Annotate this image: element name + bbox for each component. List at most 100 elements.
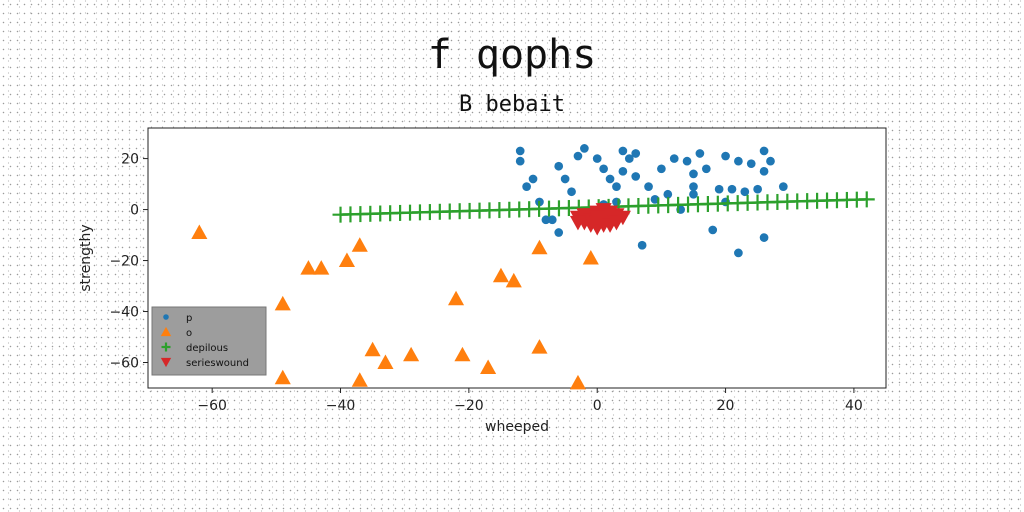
- data-point: [657, 164, 666, 174]
- data-point: [528, 174, 538, 184]
- data-point: [759, 233, 769, 242]
- series-2: [191, 224, 599, 390]
- data-point: [631, 172, 641, 181]
- data-point: [669, 154, 679, 163]
- data-point: [547, 215, 557, 225]
- data-point: [714, 184, 724, 194]
- data-point: [708, 225, 718, 235]
- x-tick-label: −60: [197, 398, 227, 414]
- data-point: [313, 260, 330, 275]
- data-point: [858, 191, 875, 208]
- chart-title: f qophs: [427, 32, 597, 78]
- data-point: [377, 354, 394, 369]
- data-point: [605, 174, 615, 184]
- legend-label: depilous: [186, 343, 228, 354]
- data-point: [631, 149, 641, 158]
- data-point: [624, 154, 634, 163]
- series-1: [515, 144, 788, 258]
- data-point: [582, 249, 599, 265]
- data-point: [614, 210, 631, 226]
- data-point: [618, 146, 628, 156]
- y-axis-label: strengthy: [78, 224, 94, 291]
- series-4: [569, 203, 631, 236]
- data-point: [492, 267, 510, 283]
- legend-marker: [160, 357, 172, 368]
- data-point: [567, 187, 576, 197]
- data-point: [515, 146, 525, 156]
- data-point: [612, 182, 621, 191]
- data-point: [689, 189, 698, 199]
- data-point: [454, 346, 471, 362]
- data-point: [734, 156, 743, 166]
- data-point: [580, 144, 589, 153]
- data-point: [734, 248, 743, 258]
- y-tick-label: 0: [130, 203, 139, 219]
- data-point: [644, 182, 653, 191]
- data-point: [447, 290, 465, 306]
- legend-marker: [160, 326, 172, 337]
- data-point: [351, 237, 368, 252]
- x-tick-label: 20: [717, 398, 735, 414]
- data-point: [589, 210, 606, 226]
- x-axis-label: wheeped: [485, 419, 549, 435]
- data-point: [351, 372, 368, 387]
- data-point: [592, 154, 602, 163]
- data-point: [689, 169, 698, 179]
- data-point: [778, 182, 788, 191]
- data-point: [541, 215, 551, 225]
- data-point: [573, 151, 583, 161]
- y-tick-label: −40: [109, 305, 139, 321]
- y-tick-label: −20: [109, 254, 139, 270]
- data-point: [569, 215, 587, 231]
- legend-marker: [161, 342, 171, 352]
- legend-marker: [163, 314, 169, 320]
- data-point: [300, 260, 317, 275]
- data-point: [727, 184, 737, 194]
- data-point: [364, 341, 381, 357]
- axis-ticks: −60 −40 −20 0 20 40 20 0 −20 −40 −60: [109, 152, 862, 414]
- data-point: [505, 272, 522, 288]
- data-point: [753, 184, 762, 194]
- data-point: [721, 151, 730, 161]
- data-point: [274, 295, 291, 311]
- data-marks: [191, 144, 875, 390]
- data-point: [689, 182, 698, 191]
- chart-subtitle: B bebait: [459, 92, 565, 117]
- data-point: [403, 346, 420, 362]
- data-point: [766, 156, 775, 166]
- x-tick-label: 40: [845, 398, 863, 414]
- data-point: [554, 161, 564, 171]
- data-point: [531, 239, 548, 255]
- data-point: [599, 164, 608, 174]
- legend-box: [151, 306, 267, 376]
- x-tick-label: −20: [454, 398, 484, 414]
- data-point: [274, 369, 291, 385]
- data-point: [759, 146, 769, 156]
- data-point: [746, 159, 756, 169]
- data-point: [682, 156, 692, 166]
- y-tick-label: 20: [121, 152, 139, 168]
- data-point: [759, 166, 769, 176]
- data-point: [701, 164, 711, 174]
- legend-label: o: [186, 328, 192, 339]
- data-point: [560, 174, 570, 184]
- data-point: [554, 228, 564, 237]
- data-point: [338, 252, 355, 267]
- data-point: [480, 359, 497, 375]
- legend: po depilous serieswound: [151, 306, 267, 376]
- data-point: [515, 156, 525, 166]
- data-point: [618, 166, 628, 176]
- x-tick-label: 0: [593, 398, 602, 414]
- legend-label: p: [186, 313, 192, 324]
- legend-label: serieswound: [186, 358, 249, 369]
- y-tick-label: −60: [109, 356, 139, 372]
- data-point: [637, 240, 647, 250]
- data-point: [191, 224, 208, 239]
- data-point: [531, 339, 548, 354]
- data-point: [522, 182, 531, 191]
- data-point: [569, 374, 587, 390]
- x-tick-label: −40: [326, 398, 356, 414]
- data-point: [695, 149, 705, 158]
- data-point: [740, 187, 750, 197]
